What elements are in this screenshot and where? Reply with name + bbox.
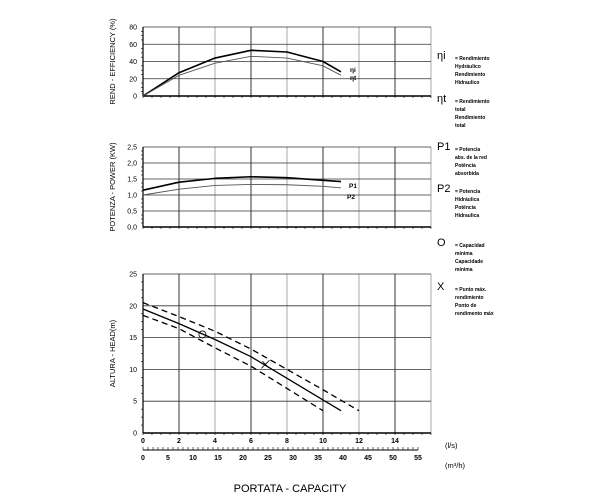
- y-tick-label: 1,0: [127, 193, 137, 200]
- x-tick-label-ls: 0: [141, 438, 145, 445]
- legend-text: = Rendimiento: [455, 56, 490, 62]
- x-icon: X: [437, 281, 445, 293]
- y-tick-label: 0,5: [127, 209, 137, 216]
- series-line-ηi: [142, 49, 342, 97]
- legend-text: Hidraulica: [455, 213, 480, 219]
- x-tick-label-ls: 6: [249, 438, 253, 445]
- series-line-lower: [142, 314, 324, 412]
- y-axis-label: POTENZA - POWER (KW): [108, 142, 117, 232]
- curve-label-p2: P2: [347, 194, 355, 201]
- y-tick-label: 20: [129, 76, 137, 83]
- y-tick-label: 60: [129, 42, 137, 49]
- x-tick-label-ls: 8: [285, 438, 289, 445]
- series-line-P2: [142, 183, 342, 196]
- y-tick-label: 15: [129, 335, 137, 342]
- x-tick-label-m3h: 35: [314, 455, 322, 462]
- x-tick-label-m3h: 30: [289, 455, 297, 462]
- x-tick-label-m3h: 5: [166, 455, 170, 462]
- y-tick-label: 2,5: [127, 145, 137, 152]
- y-tick-label: 10: [129, 367, 137, 374]
- y-tick-label: 40: [129, 59, 137, 66]
- legend-text: rendimento máx: [455, 311, 494, 317]
- marker-best-efficiency: [261, 360, 270, 369]
- legend-text: total: [455, 107, 466, 113]
- y-tick-label: 1,5: [127, 177, 137, 184]
- x-unit-m3h: (m³/h): [445, 461, 465, 470]
- curve-label-eff-t: ηt: [350, 75, 357, 82]
- legend-text: Ponto de: [455, 303, 477, 309]
- x-tick-label-ls: 14: [391, 438, 399, 445]
- y-tick-label: 5: [133, 399, 137, 406]
- y-tick-label: 20: [129, 303, 137, 310]
- legend-text: Hidráulica: [455, 197, 480, 203]
- x-tick-label-ls: 10: [319, 438, 327, 445]
- y-axis-label: ALTURA - HEAD(m): [108, 319, 117, 387]
- legend-text: Rendimiento: [455, 115, 486, 121]
- series-line-ηt: [142, 55, 342, 97]
- legend-text: = Capacidad: [455, 243, 485, 249]
- legend-text: = Potencia: [455, 147, 481, 153]
- x-tick-label-m3h: 25: [264, 455, 272, 462]
- x-tick-label-m3h: 15: [214, 455, 222, 462]
- legend-symbol: P1: [437, 141, 451, 153]
- y-tick-label: 0,0: [127, 225, 137, 232]
- legend-text: = Potencia: [455, 189, 481, 195]
- series-line-nominal: [142, 308, 342, 412]
- x-tick-label-m3h: 0: [141, 455, 145, 462]
- x-tick-label-m3h: 20: [239, 455, 247, 462]
- curve-label-eff-i: ηi: [350, 67, 356, 74]
- legend-text: Potência: [455, 163, 476, 169]
- marker-min-capacity: [198, 330, 207, 339]
- legend-text: mínima: [455, 251, 473, 257]
- legend-text: = Rendimiento: [455, 99, 490, 105]
- x-tick-label-ls: 12: [355, 438, 363, 445]
- x-tick-label-m3h: 50: [389, 455, 397, 462]
- legend-text: rendimiento: [455, 295, 484, 301]
- x-tick-label-m3h: 45: [364, 455, 372, 462]
- legend-text: absorbida: [455, 171, 479, 177]
- legend-symbol: ηi: [437, 50, 446, 62]
- y-tick-label: 0: [133, 431, 137, 438]
- y-tick-label: 80: [129, 25, 137, 32]
- x-tick-label-ls: 2: [177, 438, 181, 445]
- legend-symbol: P2: [437, 183, 451, 195]
- series-line-upper: [142, 302, 360, 412]
- x-tick-label-m3h: 40: [339, 455, 347, 462]
- y-tick-label: 25: [129, 272, 137, 279]
- series-line-P1: [142, 175, 342, 191]
- y-tick-label: 2,0: [127, 161, 137, 168]
- legend-text: Capacidade: [455, 259, 484, 265]
- x-axis-label: PORTATA - CAPACITY: [234, 483, 347, 495]
- x-tick-label-m3h: 10: [189, 455, 197, 462]
- legend-text: = Punto máx.: [455, 287, 487, 293]
- x-tick-label-ls: 4: [213, 438, 217, 445]
- curve-label-p1: P1: [349, 183, 357, 190]
- legend-text: Hydráulico: [455, 64, 481, 70]
- y-tick-label: 0: [133, 94, 137, 101]
- legend-text: Hidraulico: [455, 80, 480, 86]
- legend-text: mínima: [455, 267, 473, 273]
- x-tick-label-m3h: 55: [414, 455, 422, 462]
- circle-icon: O: [437, 237, 446, 249]
- y-axis-label: REND - EFFICIENCY (%): [108, 18, 117, 105]
- legend-symbol: ηt: [437, 93, 447, 105]
- legend-text: total: [455, 123, 466, 129]
- legend-text: Potência: [455, 205, 476, 211]
- x-unit-ls: (l/s): [445, 441, 458, 450]
- legend-text: abs. de la red: [455, 155, 487, 161]
- legend-text: Rendimiento: [455, 72, 486, 78]
